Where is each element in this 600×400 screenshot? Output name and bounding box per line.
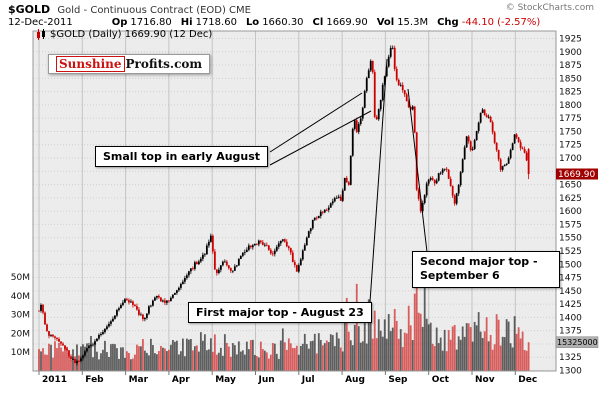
svg-text:Jun: Jun bbox=[258, 375, 275, 385]
svg-text:15325000: 15325000 bbox=[557, 338, 598, 347]
month-axis-bottom: 2011 Feb Mar Apr May Jun Jul Aug Sep Oct Nov Dec bbox=[38, 371, 537, 385]
symbol-label: $GOLD bbox=[8, 3, 51, 16]
svg-text:1625: 1625 bbox=[559, 194, 582, 204]
svg-text:50M: 50M bbox=[11, 273, 30, 283]
quote-label-lo: Lo bbox=[245, 17, 260, 28]
chart-header: © StockCharts.com $GOLD Gold - Continuou… bbox=[8, 3, 594, 16]
svg-text:1750: 1750 bbox=[559, 127, 582, 137]
svg-text:Mar: Mar bbox=[129, 375, 149, 385]
svg-text:1325: 1325 bbox=[559, 353, 582, 363]
svg-text:1425: 1425 bbox=[559, 300, 582, 310]
quote-label-chg: Chg bbox=[437, 17, 459, 28]
svg-text:Dec: Dec bbox=[518, 375, 537, 385]
svg-text:1375: 1375 bbox=[559, 327, 582, 337]
legend-label: $GOLD (Daily) 1669.90 (12 Dec) bbox=[50, 29, 213, 40]
svg-text:1900: 1900 bbox=[559, 48, 582, 58]
svg-text:10M: 10M bbox=[11, 348, 30, 358]
svg-text:1775: 1775 bbox=[559, 114, 582, 124]
quote-value-cl: 1669.90 bbox=[326, 17, 368, 28]
copyright-label: © StockCharts.com bbox=[505, 3, 594, 13]
svg-text:Jul: Jul bbox=[301, 375, 315, 385]
svg-text:1725: 1725 bbox=[559, 141, 582, 151]
svg-text:30M: 30M bbox=[11, 311, 30, 321]
annotation-second-major-top: Second major top - September 6 bbox=[412, 251, 560, 288]
svg-text:Nov: Nov bbox=[475, 375, 495, 385]
svg-text:1669.90: 1669.90 bbox=[558, 170, 595, 180]
quote-value-hi: 1718.60 bbox=[195, 17, 237, 28]
month-gridlines bbox=[38, 31, 516, 371]
svg-text:1825: 1825 bbox=[559, 88, 582, 98]
annotation-small-top: Small top in early August bbox=[95, 146, 269, 167]
horizontal-gridlines bbox=[33, 38, 556, 371]
candlestick-icon bbox=[37, 29, 45, 40]
svg-text:Oct: Oct bbox=[432, 375, 450, 385]
annotation-connector-lines bbox=[269, 58, 428, 303]
quote-header: 12-Dec-2011 Op 1716.80 Hi 1718.60 Lo 1660.30 Cl… bbox=[8, 17, 594, 28]
svg-text:May: May bbox=[215, 375, 236, 385]
quote-value-lo: 1660.30 bbox=[262, 17, 304, 28]
quote-label-cl: Cl bbox=[312, 17, 324, 28]
svg-text:20M: 20M bbox=[11, 329, 30, 339]
quote-value-chg: -44.10 (-2.57%) bbox=[461, 17, 541, 28]
svg-text:Apr: Apr bbox=[172, 375, 190, 385]
svg-text:1850: 1850 bbox=[559, 74, 582, 84]
instrument-description: Gold - Continuous Contract (EOD) CME bbox=[57, 5, 251, 16]
annotation-first-major-top: First major top - August 23 bbox=[188, 302, 372, 323]
chart-legend: $GOLD (Daily) 1669.90 (12 Dec) bbox=[37, 29, 212, 40]
svg-text:1300: 1300 bbox=[559, 367, 582, 377]
svg-text:1500: 1500 bbox=[559, 260, 582, 270]
svg-text:Sep: Sep bbox=[388, 375, 408, 385]
svg-text:40M: 40M bbox=[11, 292, 30, 302]
svg-text:1525: 1525 bbox=[559, 247, 582, 257]
quote-value-op: 1716.80 bbox=[130, 17, 172, 28]
quote-label-vol: Vol bbox=[376, 17, 395, 28]
plot-border bbox=[32, 30, 557, 372]
quote-label-hi: Hi bbox=[180, 17, 193, 28]
svg-text:2011: 2011 bbox=[42, 375, 67, 385]
candles-layer bbox=[38, 45, 530, 366]
svg-text:1875: 1875 bbox=[559, 61, 582, 71]
svg-text:1700: 1700 bbox=[559, 154, 582, 164]
svg-text:1550: 1550 bbox=[559, 234, 582, 244]
svg-text:1925: 1925 bbox=[559, 35, 582, 45]
svg-text:1575: 1575 bbox=[559, 220, 582, 230]
svg-text:Aug: Aug bbox=[345, 375, 365, 385]
quote-value-vol: 15.3M bbox=[397, 17, 429, 28]
svg-text:1475: 1475 bbox=[559, 274, 582, 284]
volume-axis-left: 10M 20M 30M 40M 50M bbox=[11, 273, 30, 358]
svg-text:1600: 1600 bbox=[559, 207, 582, 217]
svg-text:1650: 1650 bbox=[559, 181, 582, 191]
quote-date: 12-Dec-2011 bbox=[8, 17, 73, 28]
price-axis-right: 1300 1325 1375 1400 1425 1450 1475 1500 1525 1550… bbox=[559, 35, 582, 377]
svg-text:Feb: Feb bbox=[85, 375, 104, 385]
svg-text:1400: 1400 bbox=[559, 313, 582, 323]
quote-row: Op 1716.80 Hi 1718.60 Lo 1660.30 Cl 1669.90 Vol 1… bbox=[103, 17, 541, 28]
last-value-highlights: 1669.90 15325000 bbox=[555, 168, 599, 348]
quote-label-op: Op bbox=[111, 17, 128, 28]
watermark-black-text: Profits.com bbox=[125, 57, 203, 71]
sunshine-profits-watermark: Sunshine Profits.com bbox=[48, 54, 211, 74]
svg-text:1450: 1450 bbox=[559, 287, 582, 297]
watermark-red-text: Sunshine bbox=[56, 56, 125, 72]
volume-bars bbox=[38, 277, 530, 371]
svg-text:1800: 1800 bbox=[559, 101, 582, 111]
